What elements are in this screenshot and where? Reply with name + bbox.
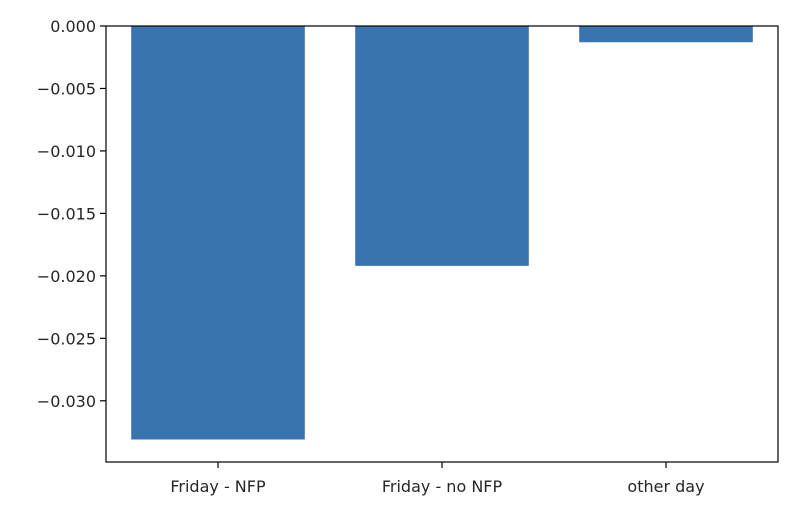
bar-friday-no-nfp	[355, 26, 529, 266]
y-tick-label: −0.005	[37, 79, 96, 98]
x-tick-label: Friday - NFP	[170, 477, 266, 496]
y-tick-label: −0.025	[37, 329, 96, 348]
bar-other-day	[579, 26, 753, 43]
y-tick-label: −0.030	[37, 392, 96, 411]
y-tick-label: 0.000	[50, 17, 96, 36]
x-tick-label: Friday - no NFP	[382, 477, 503, 496]
plot-frame	[105, 25, 779, 463]
x-tick-label: other day	[627, 477, 704, 496]
bars-group	[131, 26, 753, 440]
y-tick-label: −0.020	[37, 267, 96, 286]
y-tick-label: −0.015	[37, 204, 96, 223]
bar-friday-nfp	[131, 26, 305, 440]
y-tick-label: −0.010	[37, 142, 96, 161]
x-axis-ticks: Friday - NFP Friday - no NFP other day	[170, 462, 705, 496]
y-axis-ticks: 0.000 −0.005 −0.010 −0.015 −0.020 −0.025 −0.03…	[37, 17, 106, 411]
